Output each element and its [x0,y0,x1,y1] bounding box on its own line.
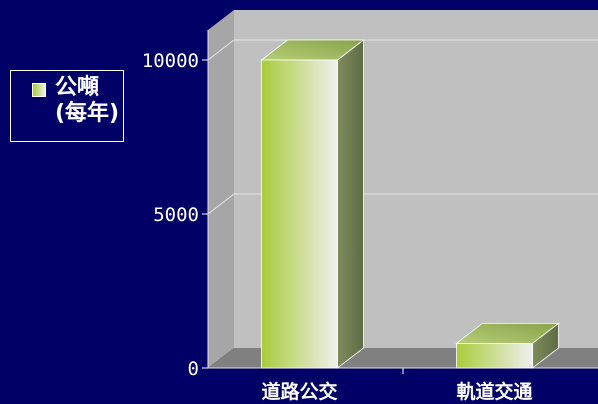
gridline [207,193,598,215]
gridlines [207,39,598,215]
bar-front [456,342,533,369]
legend-swatch [32,83,46,97]
bar-side [337,39,364,369]
bar [260,39,365,369]
y-tick-label: 0 [188,358,199,380]
bars [260,39,560,369]
y-tick-label: 5000 [153,204,199,226]
x-axis-labels: 道路公交 軌道交通 [261,368,533,403]
x-category-label: 軌道交通 [456,380,533,403]
y-axis-ticks: 0 5000 10000 [142,50,208,380]
legend-label: 公噸(每年) [55,75,120,126]
y-tick-label: 10000 [142,50,199,72]
legend: 公噸(每年) [10,70,124,142]
bar-front [261,59,338,369]
x-category-label: 道路公交 [261,380,337,403]
gridline [207,39,598,61]
chart-side-wall [208,10,234,368]
bar [455,322,560,369]
